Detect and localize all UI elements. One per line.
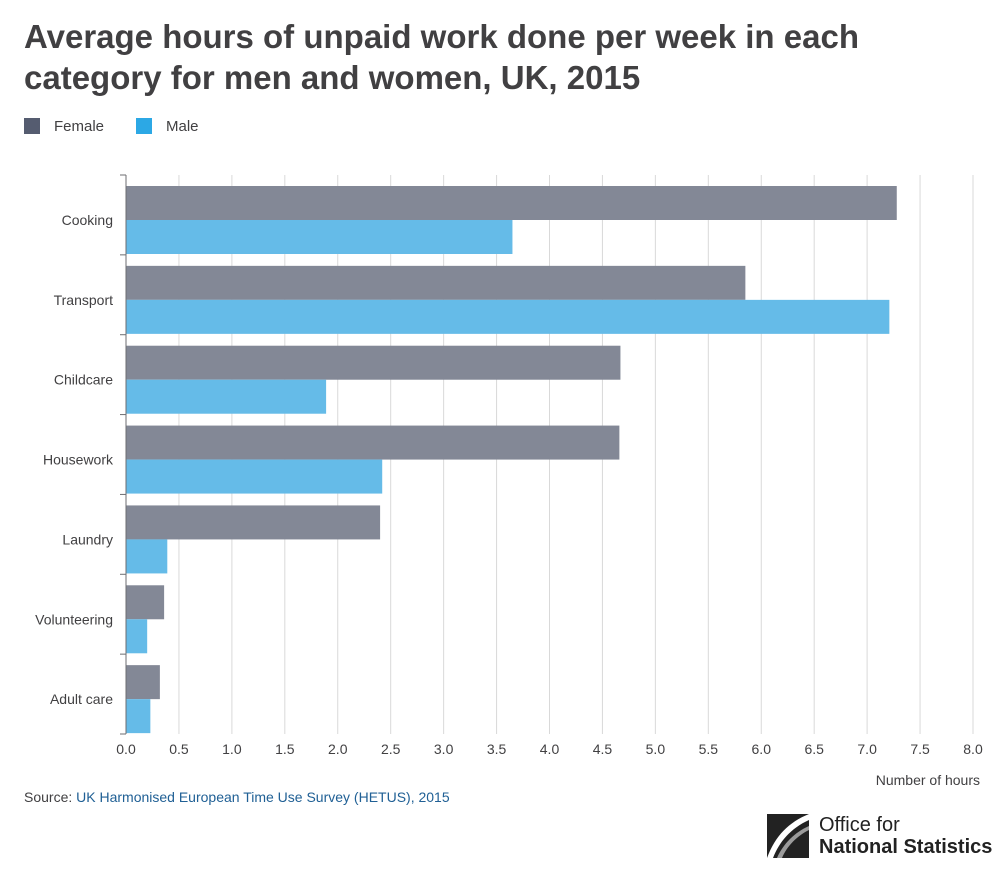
x-tick-label: 5.5 — [699, 741, 719, 757]
x-tick-label: 4.0 — [540, 741, 560, 757]
x-tick-label: 1.0 — [222, 741, 242, 757]
logo-line-2: National Statistics — [819, 836, 993, 858]
x-tick-label: 6.5 — [804, 741, 824, 757]
chart-title: Average hours of unpaid work done per we… — [24, 18, 859, 96]
bar-male-laundry — [126, 539, 168, 574]
category-label: Childcare — [54, 372, 113, 388]
x-tick-label: 3.5 — [487, 741, 507, 757]
bar-male-volunteering — [126, 619, 148, 654]
bar-male-adult-care — [126, 699, 151, 734]
category-label: Housework — [43, 452, 114, 468]
bar-female-housework — [126, 425, 620, 460]
category-label: Volunteering — [35, 611, 113, 627]
bar-male-childcare — [126, 379, 327, 414]
ons-logo-icon — [767, 814, 809, 858]
legend-swatch-female — [24, 118, 40, 134]
x-tick-label: 3.0 — [434, 741, 454, 757]
bar-female-transport — [126, 265, 746, 300]
x-tick-label: 1.5 — [275, 741, 295, 757]
x-tick-label: 0.0 — [116, 741, 136, 757]
source-prefix: Source: — [24, 789, 77, 805]
x-tick-label: 2.0 — [328, 741, 348, 757]
bar-male-cooking — [126, 220, 513, 254]
category-label: Laundry — [62, 531, 113, 547]
category-label: Cooking — [62, 212, 113, 228]
source-note: Source: UK Harmonised European Time Use … — [24, 789, 450, 805]
category-label: Transport — [54, 292, 114, 308]
bar-female-childcare — [126, 345, 621, 380]
x-tick-label: 0.5 — [169, 741, 189, 757]
x-tick-label: 4.5 — [593, 741, 613, 757]
legend-swatch-male — [136, 118, 152, 134]
bar-female-laundry — [126, 505, 381, 540]
x-tick-label: 2.5 — [381, 741, 401, 757]
x-tick-label: 7.5 — [910, 741, 930, 757]
x-tick-label: 8.0 — [963, 741, 983, 757]
bar-female-cooking — [126, 186, 897, 220]
legend-label-male: Male — [166, 118, 199, 135]
source-link[interactable]: UK Harmonised European Time Use Survey (… — [76, 789, 450, 805]
x-tick-label: 7.0 — [857, 741, 877, 757]
x-tick-label: 5.0 — [646, 741, 666, 757]
bar-male-housework — [126, 459, 383, 494]
bar-male-transport — [126, 299, 890, 334]
bar-female-adult-care — [126, 665, 160, 700]
x-tick-label: 6.0 — [752, 741, 772, 757]
category-label: Adult care — [50, 691, 113, 707]
ons-logo: Office for National Statistics — [767, 812, 992, 860]
legend-label-female: Female — [54, 118, 105, 135]
x-axis-title: Number of hours — [876, 772, 980, 788]
bar-female-volunteering — [126, 585, 165, 620]
logo-line-1: Office for — [819, 814, 900, 836]
